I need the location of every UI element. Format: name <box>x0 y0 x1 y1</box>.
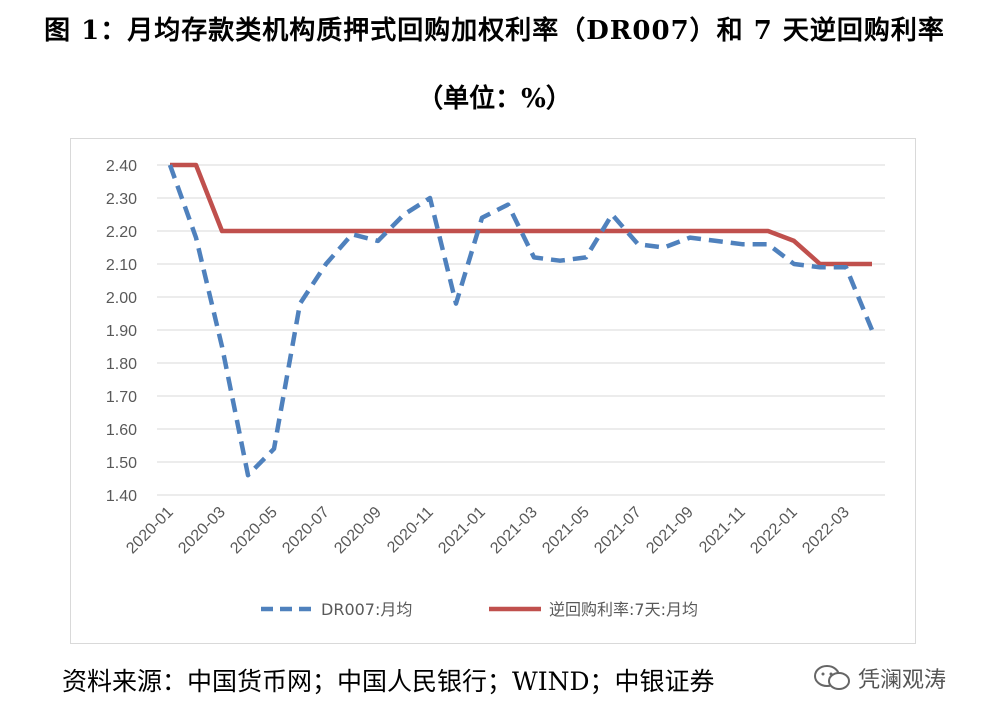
legend-label: DR007:月均 <box>321 600 412 619</box>
legend-label: 逆回购利率:7天:月均 <box>549 600 698 619</box>
chart-title: 图 1：月均存款类机构质押式回购加权利率（DR007）和 7 天逆回购利率 <box>44 16 945 46</box>
unit-label: （单位：%） <box>417 84 572 114</box>
y-axis-ticks: 2.40 2.30 2.20 2.10 2.00 1.90 1.80 1.70 1.60 1.50… <box>106 158 137 505</box>
x-tick-label: 2020-01 <box>123 504 177 558</box>
x-tick-label: 2022-01 <box>747 504 801 558</box>
series-line-dr007 <box>167 164 875 478</box>
watermark: 凭澜观涛 <box>812 660 946 696</box>
y-tick-label: 2.00 <box>106 290 137 307</box>
source-note: 资料来源：中国货币网；中国人民银行；WIND；中银证券 <box>62 667 715 696</box>
y-tick-label: 2.30 <box>106 191 137 208</box>
x-tick-label: 2021-03 <box>487 504 541 558</box>
x-tick-label: 2021-05 <box>539 504 593 558</box>
x-tick-label: 2021-11 <box>696 504 749 557</box>
x-tick-label: 2021-01 <box>435 504 489 558</box>
x-tick-label: 2020-11 <box>384 504 437 557</box>
y-tick-label: 2.10 <box>106 257 137 274</box>
chat-bubbles-icon <box>814 665 850 690</box>
x-tick-label: 2020-09 <box>331 504 385 558</box>
legend: DR007:月均 逆回购利率:7天:月均 <box>261 600 698 619</box>
line-chart: 2.40 2.30 2.20 2.10 2.00 1.90 1.80 1.70 1.60 1.50… <box>106 158 885 619</box>
y-tick-label: 1.80 <box>106 356 137 373</box>
x-tick-label: 2021-09 <box>643 504 697 558</box>
y-tick-label: 2.20 <box>106 224 137 241</box>
gridlines <box>157 164 885 496</box>
series-lines <box>167 162 875 478</box>
y-tick-label: 1.70 <box>106 389 137 406</box>
chart-frame: 2.40 2.30 2.20 2.10 2.00 1.90 1.80 1.70 1.60 1.50… <box>70 138 916 644</box>
x-tick-label: 2021-07 <box>591 504 645 558</box>
x-tick-label: 2020-07 <box>279 504 333 558</box>
x-tick-label: 2020-03 <box>175 504 229 558</box>
y-tick-label: 1.40 <box>106 488 137 505</box>
x-tick-label: 2022-03 <box>799 504 853 558</box>
y-tick-label: 1.90 <box>106 323 137 340</box>
watermark-text: 凭澜观涛 <box>858 668 947 693</box>
x-tick-label: 2020-05 <box>227 504 281 558</box>
series-line-reverse-repo <box>170 162 872 267</box>
y-tick-label: 2.40 <box>106 158 137 175</box>
y-tick-label: 1.50 <box>106 455 137 472</box>
y-tick-label: 1.60 <box>106 422 137 439</box>
